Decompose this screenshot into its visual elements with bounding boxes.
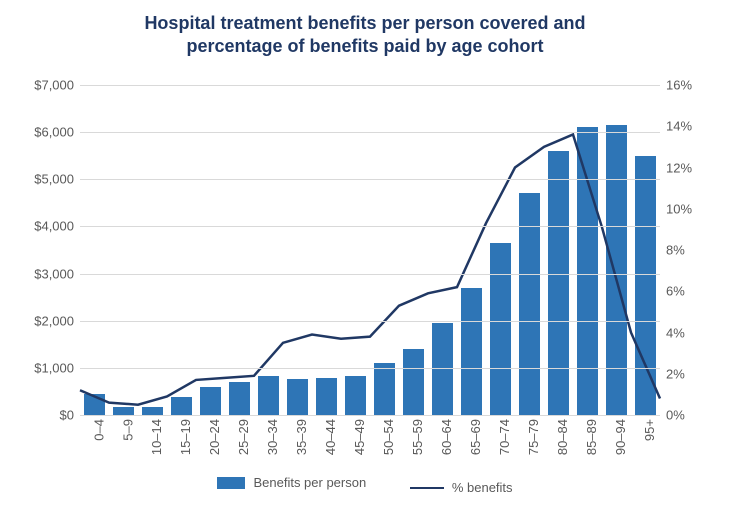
x-tick: 45–49: [353, 419, 368, 455]
gridline: [80, 85, 660, 86]
y-right-tick: 0%: [660, 408, 685, 423]
x-tick: 95+: [643, 419, 658, 441]
legend-label-bars: Benefits per person: [253, 475, 366, 490]
x-tick: 15–19: [179, 419, 194, 455]
x-tick: 70–74: [498, 419, 513, 455]
y-right-tick: 10%: [660, 201, 692, 216]
x-tick: 10–14: [150, 419, 165, 455]
x-tick: 90–94: [614, 419, 629, 455]
line-layer: [80, 85, 660, 415]
legend-item-line: % benefits: [410, 480, 513, 495]
chart-title-line-2: percentage of benefits paid by age cohor…: [186, 36, 543, 56]
x-tick: 20–24: [208, 419, 223, 455]
x-tick: 35–39: [295, 419, 310, 455]
y-right-tick: 16%: [660, 78, 692, 93]
x-tick: 75–79: [527, 419, 542, 455]
y-right-tick: 8%: [660, 243, 685, 258]
y-left-tick: $4,000: [34, 219, 80, 234]
gridline: [80, 226, 660, 227]
y-left-tick: $2,000: [34, 313, 80, 328]
y-left-tick: $7,000: [34, 78, 80, 93]
chart-title: Hospital treatment benefits per person c…: [0, 0, 730, 57]
gridline: [80, 321, 660, 322]
plot-area: $0$1,000$2,000$3,000$4,000$5,000$6,000$7…: [80, 85, 660, 415]
legend-swatch-bar: [217, 477, 245, 489]
y-right-tick: 6%: [660, 284, 685, 299]
x-tick: 40–44: [324, 419, 339, 455]
legend-swatch-line: [410, 487, 444, 489]
x-tick: 50–54: [382, 419, 397, 455]
x-tick: 0–4: [92, 419, 107, 441]
y-left-tick: $1,000: [34, 360, 80, 375]
y-right-tick: 4%: [660, 325, 685, 340]
x-tick: 55–59: [411, 419, 426, 455]
x-tick: 30–34: [266, 419, 281, 455]
y-left-tick: $3,000: [34, 266, 80, 281]
gridline: [80, 274, 660, 275]
x-tick: 60–64: [440, 419, 455, 455]
legend-item-bars: Benefits per person: [217, 475, 366, 490]
y-left-tick: $6,000: [34, 125, 80, 140]
line-path: [80, 135, 660, 405]
y-right-tick: 14%: [660, 119, 692, 134]
gridline: [80, 368, 660, 369]
gridline: [80, 179, 660, 180]
y-left-tick: $0: [60, 408, 80, 423]
x-tick: 85–89: [585, 419, 600, 455]
chart-container: Hospital treatment benefits per person c…: [0, 0, 730, 513]
x-tick: 80–84: [556, 419, 571, 455]
x-axis: 0–4 5–9 10–14 15–19 20–24 25–29 30–34 35–39 40–4…: [80, 415, 660, 470]
chart-title-line-1: Hospital treatment benefits per person c…: [144, 13, 585, 33]
x-tick: 5–9: [121, 419, 136, 441]
legend: Benefits per person % benefits: [0, 475, 730, 495]
x-tick: 25–29: [237, 419, 252, 455]
gridline: [80, 132, 660, 133]
legend-label-line: % benefits: [452, 480, 513, 495]
y-right-tick: 2%: [660, 366, 685, 381]
x-tick: 65–69: [469, 419, 484, 455]
y-left-tick: $5,000: [34, 172, 80, 187]
y-right-tick: 12%: [660, 160, 692, 175]
